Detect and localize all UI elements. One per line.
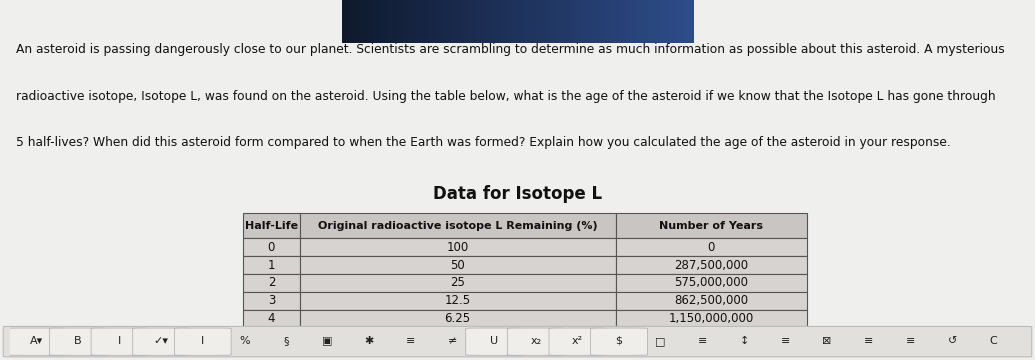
Text: ▣: ▣ xyxy=(322,336,333,346)
Text: ⊠: ⊠ xyxy=(823,336,832,346)
FancyBboxPatch shape xyxy=(174,328,231,355)
Text: □: □ xyxy=(655,336,666,346)
Text: ≡: ≡ xyxy=(780,336,791,346)
Text: Data for Isotope L: Data for Isotope L xyxy=(433,185,602,203)
Text: ✱: ✱ xyxy=(364,336,374,346)
Text: I: I xyxy=(201,336,204,346)
Text: §: § xyxy=(284,336,289,346)
FancyBboxPatch shape xyxy=(549,328,605,355)
FancyBboxPatch shape xyxy=(8,328,64,355)
FancyBboxPatch shape xyxy=(591,328,648,355)
Text: A▾: A▾ xyxy=(30,336,42,346)
Text: C: C xyxy=(989,336,998,346)
FancyBboxPatch shape xyxy=(132,328,189,355)
Text: x²: x² xyxy=(572,336,583,346)
FancyBboxPatch shape xyxy=(3,327,1032,357)
Text: U: U xyxy=(491,336,498,346)
Text: ≡: ≡ xyxy=(906,336,915,346)
Text: An asteroid is passing dangerously close to our planet. Scientists are scramblin: An asteroid is passing dangerously close… xyxy=(16,43,1004,56)
Text: ↺: ↺ xyxy=(947,336,956,346)
Text: ≡: ≡ xyxy=(864,336,874,346)
Text: ✓▾: ✓▾ xyxy=(153,336,169,346)
FancyBboxPatch shape xyxy=(91,328,148,355)
Text: ≡: ≡ xyxy=(406,336,416,346)
FancyBboxPatch shape xyxy=(507,328,564,355)
FancyBboxPatch shape xyxy=(50,328,107,355)
Text: B: B xyxy=(75,336,82,346)
Text: x₂: x₂ xyxy=(530,336,541,346)
Text: I: I xyxy=(118,336,121,346)
FancyBboxPatch shape xyxy=(466,328,523,355)
Text: %: % xyxy=(239,336,249,346)
Text: radioactive isotope, Isotope L, was found on the asteroid. Using the table below: radioactive isotope, Isotope L, was foun… xyxy=(16,90,995,103)
Text: ≠: ≠ xyxy=(448,336,457,346)
Text: ↕: ↕ xyxy=(739,336,748,346)
Text: $: $ xyxy=(616,336,622,346)
Text: ≡: ≡ xyxy=(698,336,707,346)
Text: 5 half-lives? When did this asteroid form compared to when the Earth was formed?: 5 half-lives? When did this asteroid for… xyxy=(16,136,950,149)
